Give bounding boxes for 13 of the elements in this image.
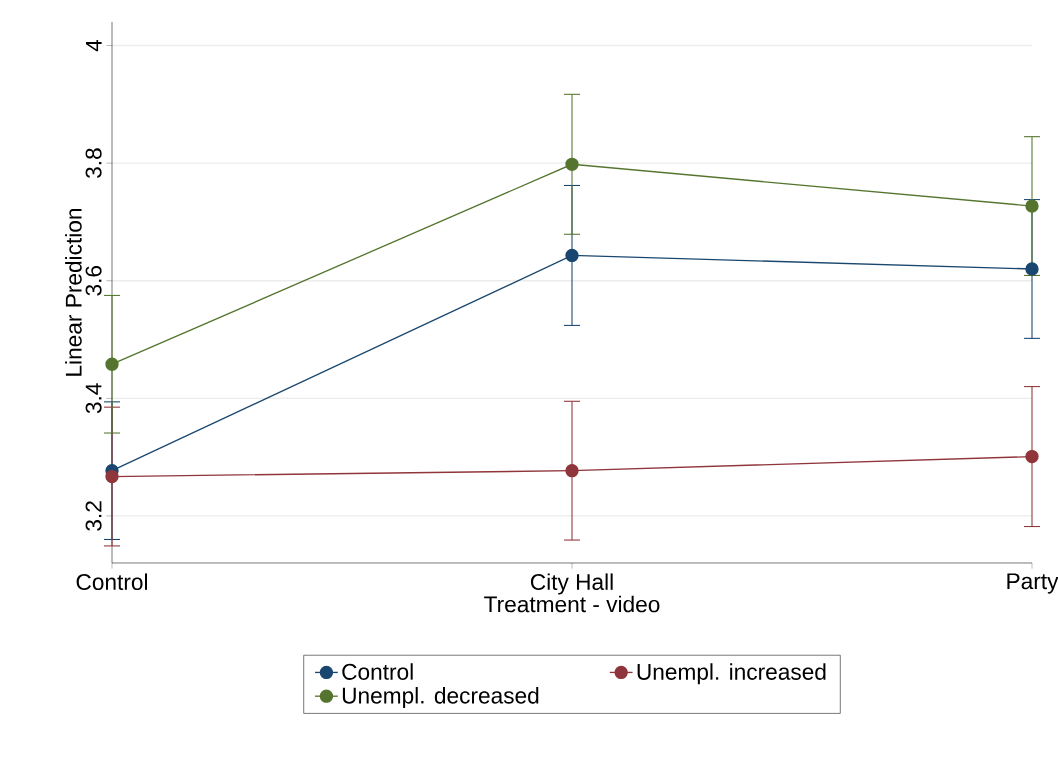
- y-tick-label: 3.2: [85, 501, 102, 531]
- x-axis-title: Treatment - video: [484, 595, 660, 613]
- x-tick-label: Control: [76, 573, 147, 591]
- y-tick-label: 4: [86, 39, 102, 52]
- legend-label: Control: [342, 663, 413, 680]
- y-axis-title: Linear Prediction: [65, 208, 82, 376]
- x-tick-label: City Hall: [530, 573, 613, 595]
- y-tick-label: 3.6: [85, 265, 102, 296]
- legend-label: Unempl. decreased: [342, 686, 539, 709]
- x-tick-label: Party: [1007, 573, 1058, 594]
- y-tick-label: 3.4: [85, 383, 102, 414]
- y-tick-label: 3.8: [85, 148, 102, 179]
- legend-label: Unempl. increased: [637, 663, 826, 685]
